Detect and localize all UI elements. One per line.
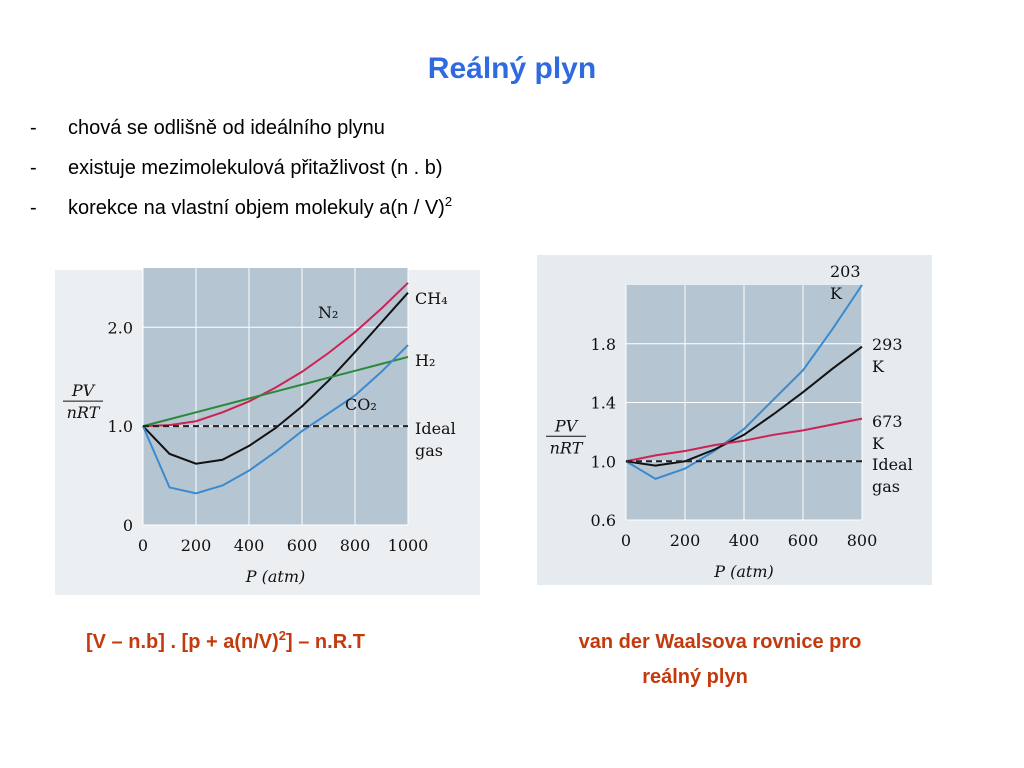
x-tick-label: 200 — [181, 536, 212, 555]
series-label: Ideal gas — [415, 419, 456, 460]
bullet-dash: - — [30, 157, 37, 179]
y-axis-label: PV — [554, 416, 579, 435]
caption-line: reálný plyn — [642, 666, 748, 688]
x-tick-label: 600 — [287, 536, 318, 555]
y-tick-label: 1.0 — [591, 452, 616, 471]
series-label: CO₂ — [345, 395, 377, 414]
y-tick-label: 1.8 — [591, 335, 616, 354]
y-tick-label: 1.4 — [591, 394, 616, 413]
series-label-line: Ideal — [415, 419, 456, 438]
series-line — [142, 292, 409, 465]
x-tick-label: 800 — [340, 536, 371, 555]
bullet-text: chová se odlišně od ideálního plynu — [68, 117, 385, 139]
bullet-text: korekce na vlastní objem molekuly a(n / … — [68, 194, 452, 219]
bullet-list: - chová se odlišně od ideálního plynu - exi… — [30, 117, 452, 219]
charts: 0 200 400 600 800 1000 0 1.0 2.0 P (atm) PV nRT N₂ CH… — [63, 262, 913, 586]
line-chart: 0 200 400 600 800 1000 0 1.0 2.0 P (atm) PV nRT N₂ CH… — [63, 268, 456, 586]
x-tick-label: 0 — [621, 531, 631, 550]
formula-sup: 2 — [279, 628, 286, 643]
series-label-line: 673 — [872, 412, 903, 431]
plot-area — [143, 268, 408, 525]
series-line — [625, 417, 863, 463]
y-tick-label: 0.6 — [591, 511, 616, 530]
x-tick-label: 0 — [138, 536, 148, 555]
series-line — [142, 355, 409, 428]
x-axis-label: P (atm) — [245, 567, 305, 586]
series-label: 293 K — [872, 335, 903, 376]
bullet-dash: - — [30, 117, 37, 139]
bullet-text-part: chová se odlišně od ideálního plynu — [68, 117, 385, 139]
line-chart: 0 200 400 600 800 0.6 1.0 1.4 1.8 P (atm) PV nRT 203… — [546, 262, 913, 581]
x-tick-label: 200 — [670, 531, 701, 550]
series-label: H₂ — [415, 351, 435, 370]
bullet-text-part: korekce na vlastní objem molekuly a(n / … — [68, 197, 445, 219]
series-label-line: K — [872, 357, 885, 376]
bullet-sup: 2 — [445, 194, 452, 209]
x-tick-label: 800 — [847, 531, 878, 550]
y-tick-label: 1.0 — [108, 417, 133, 436]
series-label-line: K — [872, 434, 885, 453]
formula-part: ] – n.R.T — [286, 631, 365, 653]
x-tick-label: 400 — [234, 536, 265, 555]
series-label-line: 293 — [872, 335, 903, 354]
slide-title: Reálný plyn — [428, 52, 596, 85]
x-tick-label: 600 — [788, 531, 819, 550]
x-axis-label: P (atm) — [713, 562, 773, 581]
series-label: CH₄ — [415, 289, 448, 308]
y-axis-label: PV — [71, 381, 96, 400]
formula: [V – n.b] . [p + a(n/V)2] – n.R.T — [86, 628, 365, 653]
series-label-line: gas — [415, 441, 443, 460]
y-axis-label: nRT — [550, 438, 584, 457]
bullet-text-part: existuje mezimolekulová přitažlivost (n … — [68, 157, 443, 179]
series-label-line: Ideal — [872, 455, 913, 474]
series-line — [142, 344, 409, 495]
series-line — [142, 282, 409, 428]
series-label-line: gas — [872, 477, 900, 496]
y-axis-label: nRT — [67, 403, 101, 422]
caption-line: van der Waalsova rovnice pro — [579, 631, 862, 653]
x-tick-label: 400 — [729, 531, 760, 550]
series-line — [625, 284, 863, 480]
series-label: 673 K — [872, 412, 903, 453]
series-label: Ideal gas — [872, 455, 913, 496]
y-tick-label: 2.0 — [108, 318, 133, 337]
series-label: 203 K — [830, 262, 861, 303]
bullet-text: existuje mezimolekulová přitažlivost (n … — [68, 157, 443, 179]
x-tick-label: 1000 — [388, 536, 429, 555]
y-tick-label: 0 — [123, 516, 133, 535]
series-label: N₂ — [318, 303, 338, 322]
series-line — [625, 345, 863, 467]
series-label-line: K — [830, 284, 843, 303]
series-label-line: 203 — [830, 262, 861, 281]
bullet-dash: - — [30, 197, 37, 219]
formula-part: [V – n.b] . [p + a(n/V) — [86, 631, 279, 653]
